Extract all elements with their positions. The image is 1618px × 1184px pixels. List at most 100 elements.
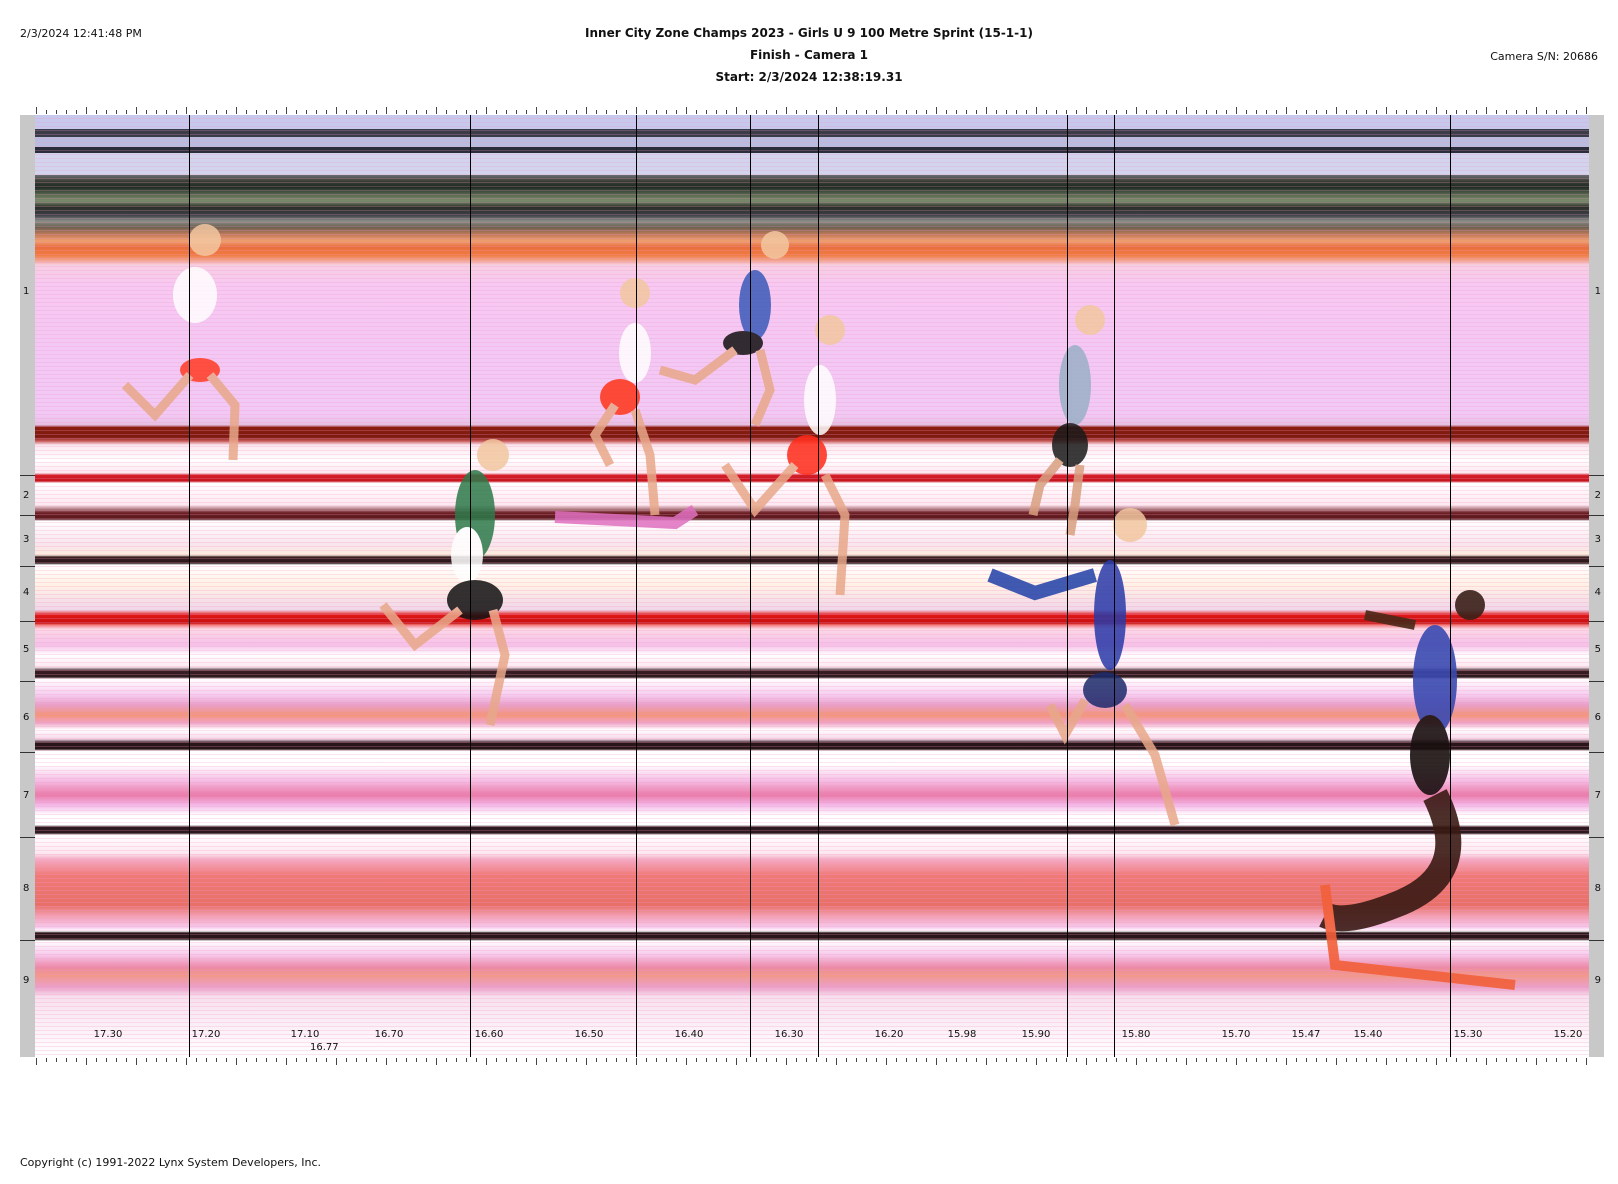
ruler-tick: [1346, 110, 1347, 114]
ruler-tick: [1296, 1058, 1297, 1062]
ruler-tick: [896, 110, 897, 114]
runner-lane-5: [987, 305, 1105, 601]
ruler-tick: [1056, 1058, 1057, 1062]
ruler-tick: [406, 1058, 407, 1062]
ruler-tick: [816, 1058, 817, 1062]
time-cursor-line[interactable]: [189, 115, 190, 1057]
ruler-tick: [436, 1058, 437, 1065]
ruler-tick: [696, 1058, 697, 1062]
ruler-tick: [996, 110, 997, 114]
lane-label-left: 1: [23, 286, 30, 297]
ruler-tick: [1586, 1058, 1587, 1065]
ruler-tick: [526, 110, 527, 114]
ruler-tick: [556, 110, 557, 114]
runner-lane-4: [658, 231, 850, 596]
lane-divider: [20, 621, 35, 622]
ruler-tick: [706, 1058, 707, 1062]
ruler-tick: [406, 110, 407, 114]
ruler-tick: [986, 107, 987, 114]
copyright-notice: Copyright (c) 1991-2022 Lynx System Deve…: [20, 1156, 322, 1169]
ruler-tick: [1526, 1058, 1527, 1062]
ruler-tick: [546, 110, 547, 114]
ruler-tick: [856, 1058, 857, 1062]
ruler-tick: [836, 107, 837, 114]
time-axis-label: 16.70: [374, 1029, 404, 1040]
ruler-tick: [1116, 1058, 1117, 1062]
ruler-tick: [646, 110, 647, 114]
ruler-tick: [126, 1058, 127, 1062]
ruler-tick: [746, 1058, 747, 1062]
ruler-tick: [326, 1058, 327, 1062]
runner-lane-1: [121, 224, 240, 461]
ruler-tick: [216, 1058, 217, 1062]
ruler-tick: [1276, 1058, 1277, 1062]
ruler-tick: [1386, 1058, 1387, 1065]
ruler-tick: [1376, 1058, 1377, 1062]
ruler-tick: [566, 1058, 567, 1062]
ruler-tick: [796, 1058, 797, 1062]
ruler-tick: [1406, 1058, 1407, 1062]
time-cursor-line[interactable]: [636, 115, 637, 1057]
lane-divider: [1589, 515, 1604, 516]
ruler-tick: [1446, 1058, 1447, 1062]
time-cursor-line[interactable]: [750, 115, 751, 1057]
ruler-tick: [1466, 110, 1467, 114]
lane-label-right: 4: [1594, 587, 1601, 598]
ruler-tick: [186, 107, 187, 114]
ruler-tick: [1086, 107, 1087, 114]
ruler-tick: [566, 110, 567, 114]
time-cursor-line[interactable]: [470, 115, 471, 1057]
ruler-tick: [386, 1058, 387, 1065]
ruler-tick: [396, 1058, 397, 1062]
lane-divider: [1589, 837, 1604, 838]
time-cursor-line[interactable]: [818, 115, 819, 1057]
ruler-tick: [226, 1058, 227, 1062]
ruler-tick: [656, 110, 657, 114]
time-cursor-line[interactable]: [1450, 115, 1451, 1057]
ruler-tick: [1326, 110, 1327, 114]
ruler-tick: [1176, 110, 1177, 114]
time-axis-label: 16.20: [874, 1029, 904, 1040]
ruler-tick: [1196, 110, 1197, 114]
photo-finish-image[interactable]: [35, 115, 1589, 1057]
ruler-tick: [1466, 1058, 1467, 1062]
ruler-tick: [236, 1058, 237, 1065]
race-start-time: Start: 2/3/2024 12:38:19.31: [715, 70, 903, 84]
ruler-tick: [1556, 1058, 1557, 1062]
time-axis-label: 17.20: [191, 1029, 221, 1040]
ruler-tick: [356, 1058, 357, 1062]
ruler-tick: [1116, 110, 1117, 114]
ruler-tick: [1046, 1058, 1047, 1062]
ruler-tick: [656, 1058, 657, 1062]
ruler-tick: [686, 1058, 687, 1065]
event-title: Inner City Zone Champs 2023 - Girls U 9 …: [585, 26, 1033, 40]
lane-divider: [1589, 940, 1604, 941]
ruler-tick: [1286, 107, 1287, 114]
ruler-tick: [626, 110, 627, 114]
ruler-tick: [1256, 1058, 1257, 1062]
ruler-tick: [346, 1058, 347, 1062]
ruler-tick: [116, 110, 117, 114]
runner-lane-9: [1319, 590, 1516, 990]
ruler-tick: [646, 1058, 647, 1062]
ruler-tick: [666, 110, 667, 114]
ruler-tick: [926, 110, 927, 114]
ruler-tick: [306, 110, 307, 114]
ruler-tick: [336, 1058, 337, 1065]
ruler-tick: [376, 110, 377, 114]
ruler-tick: [316, 110, 317, 114]
time-cursor-line[interactable]: [1067, 115, 1068, 1057]
ruler-tick: [216, 110, 217, 114]
ruler-tick: [56, 1058, 57, 1062]
lane-label-right: 3: [1594, 534, 1601, 545]
ruler-tick: [256, 1058, 257, 1062]
time-cursor-line[interactable]: [1114, 115, 1115, 1057]
ruler-tick: [346, 110, 347, 114]
time-axis-label: 15.98: [947, 1029, 977, 1040]
ruler-tick: [266, 1058, 267, 1062]
photo-finish-frame: 1 1 2 2 3 3 4 4 5 5 6 6 7 7 8 8 9 9 17.3…: [20, 107, 1604, 1065]
ruler-tick: [1186, 107, 1187, 114]
ruler-tick: [706, 110, 707, 114]
lane-label-left: 5: [23, 644, 30, 655]
ruler-tick: [1386, 107, 1387, 114]
